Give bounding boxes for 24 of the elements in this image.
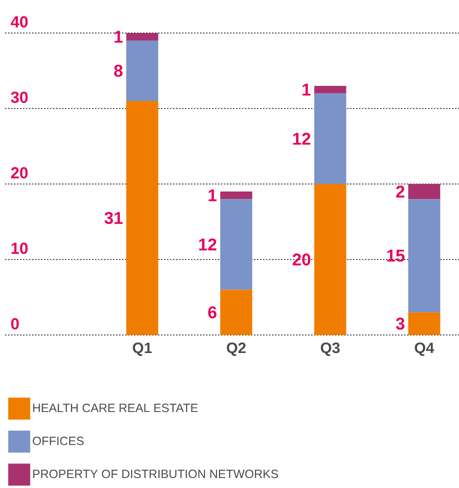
y-tick-label: 10	[11, 242, 28, 254]
x-tick-label: Q1	[132, 342, 152, 356]
data-label: 1	[114, 30, 122, 43]
data-label: 31	[104, 212, 122, 224]
x-tick-label: Q2	[226, 342, 246, 356]
data-label: 20	[292, 253, 310, 266]
data-label: 3	[396, 318, 404, 330]
data-label: 8	[114, 64, 122, 77]
legend-label: HEALTH CARE REAL ESTATE	[32, 404, 198, 412]
data-label: 6	[208, 306, 216, 318]
data-label: 12	[198, 238, 216, 250]
data-label: 12	[292, 132, 310, 145]
data-label: 2	[396, 186, 404, 198]
data-label: 1	[302, 84, 310, 96]
y-tick-label: 0	[10, 318, 19, 330]
y-tick-label: 20	[10, 167, 28, 178]
x-tick-label: Q4	[414, 342, 434, 356]
data-label: 15	[386, 250, 404, 262]
x-tick-label: Q3	[320, 342, 340, 356]
y-tick-label: 40	[10, 16, 28, 28]
y-tick-label: 30	[10, 92, 28, 103]
data-label: 1	[208, 189, 216, 202]
legend-label: PROPERTY OF DISTRIBUTION NETWORKS	[32, 470, 278, 478]
legend-label: OFFICES	[32, 436, 84, 446]
